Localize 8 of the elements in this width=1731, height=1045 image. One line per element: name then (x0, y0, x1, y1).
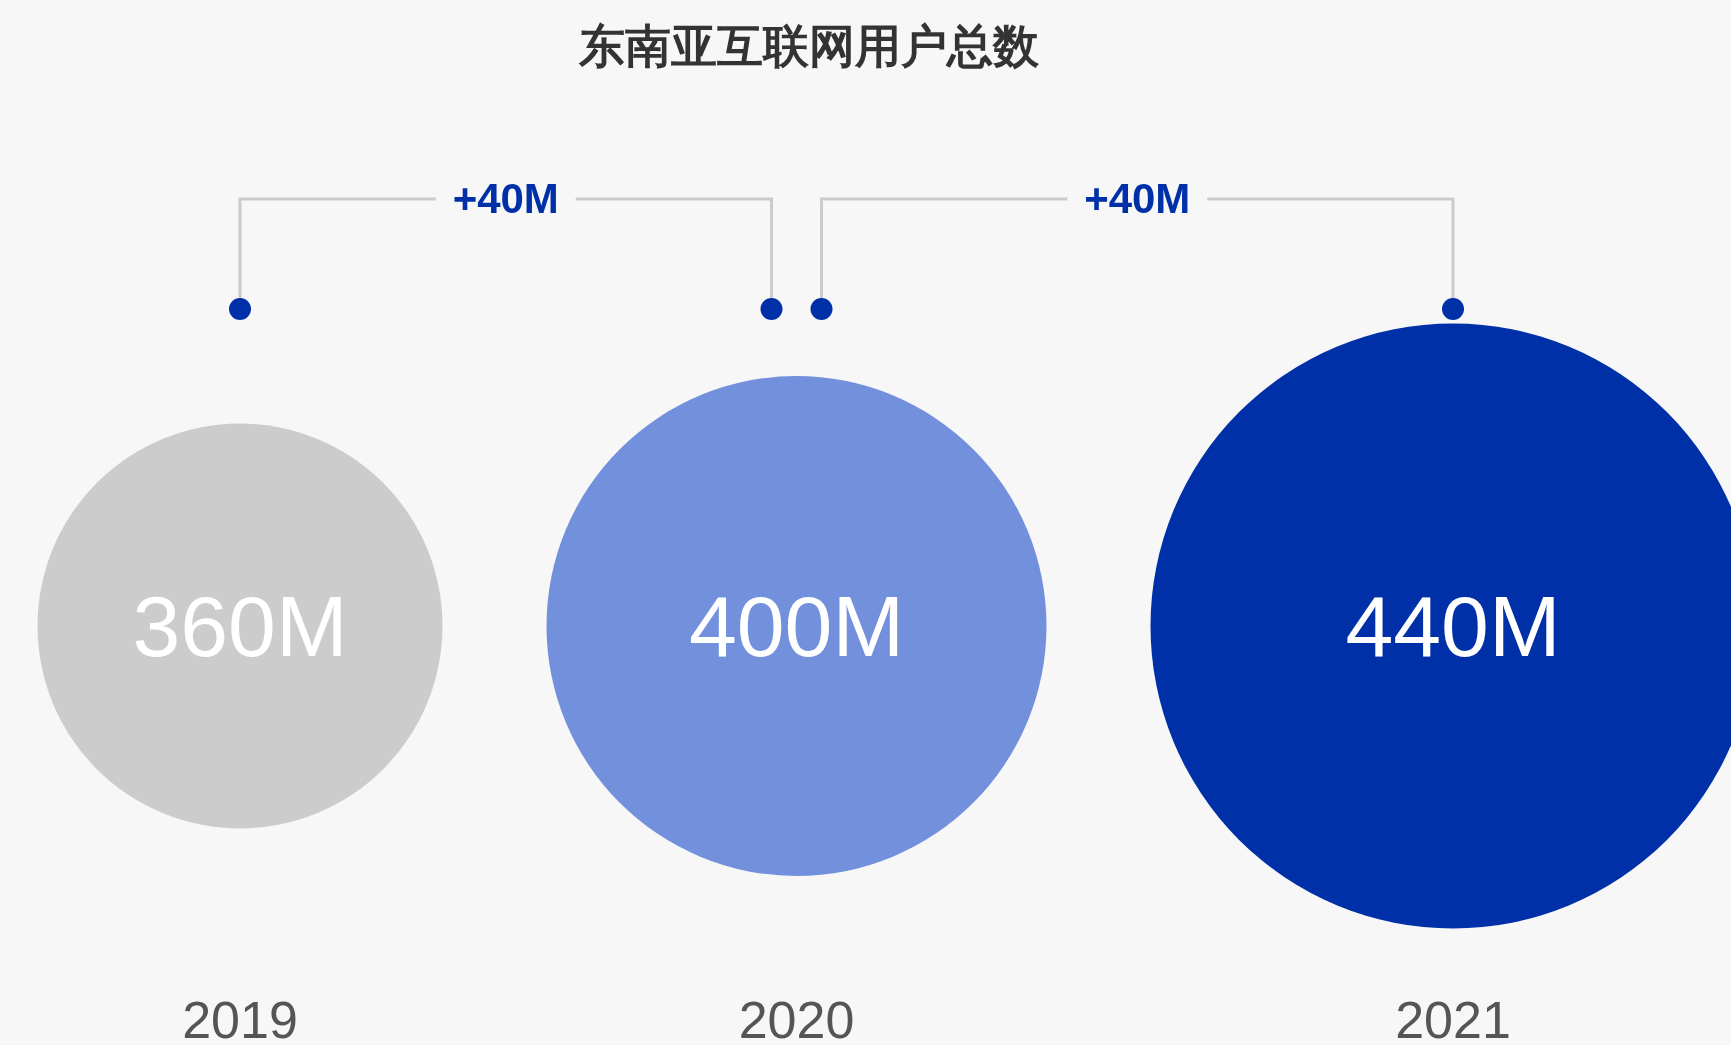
data-label: 400M (688, 578, 905, 674)
category-label: 2021 (1395, 991, 1511, 1045)
category-label: 2019 (182, 991, 298, 1045)
category-label: 2020 (738, 991, 855, 1045)
data-label: 440M (1345, 578, 1561, 674)
text: +40M (1084, 175, 1191, 222)
text: 东南亚互联网用户总数 (578, 19, 1040, 73)
text: +40M (452, 175, 559, 222)
